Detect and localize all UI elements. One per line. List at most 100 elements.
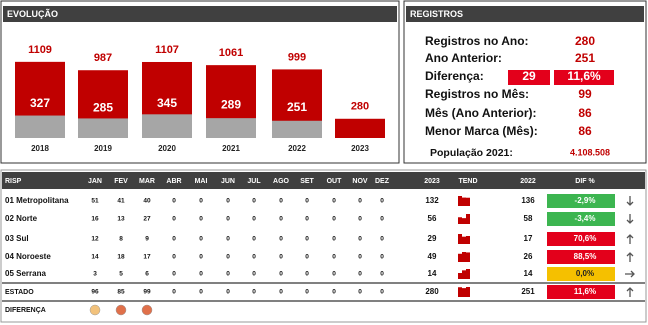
month-value: 8 [119, 236, 123, 243]
trend-bar [462, 252, 466, 262]
month-value: 0 [305, 271, 309, 278]
column-header: JAN [88, 178, 102, 185]
month-value: 0 [358, 198, 362, 205]
column-header: FEV [114, 178, 128, 185]
registro-label: Mês (Ano Anterior): [425, 106, 537, 120]
month-value: 0 [358, 216, 362, 223]
month-value: 0 [172, 198, 176, 205]
trend-bar [458, 196, 462, 206]
registros-header [406, 6, 644, 22]
bar-label: 251 [287, 100, 307, 114]
bar-label: 1109 [28, 44, 52, 56]
month-value: 0 [332, 289, 336, 296]
column-header: 2023 [424, 178, 440, 185]
bar-label: 280 [351, 101, 369, 113]
diff-dot [115, 304, 127, 316]
bar [272, 120, 322, 138]
dif-cell [547, 194, 615, 208]
bar-label: 1061 [219, 47, 243, 59]
registros-panel [403, 0, 647, 164]
dif-cell [547, 267, 615, 281]
month-value: 9 [145, 236, 149, 243]
month-value: 0 [380, 198, 384, 205]
column-header: AGO [273, 178, 290, 185]
registro-label: Ano Anterior: [425, 51, 502, 65]
row-name: 03 Sul [5, 234, 29, 243]
month-value: 0 [380, 289, 384, 296]
column-header: TEND [458, 178, 477, 185]
table-panel [0, 169, 647, 323]
month-value: 0 [199, 271, 203, 278]
month-value: 0 [199, 216, 203, 223]
trend-bar [466, 214, 470, 224]
dif-cell [547, 232, 615, 246]
bar [78, 118, 128, 138]
bar [15, 115, 65, 138]
month-value: 0 [252, 254, 256, 261]
registro-label: Registros no Ano: [425, 34, 529, 48]
registro-value: 280 [575, 34, 595, 48]
value-2022: 26 [524, 252, 533, 261]
month-value: 40 [143, 198, 151, 205]
month-value: 0 [305, 198, 309, 205]
month-value: 0 [380, 216, 384, 223]
trend-bar [466, 252, 470, 262]
month-value: 0 [172, 271, 176, 278]
bar [142, 114, 192, 138]
month-value: 0 [172, 216, 176, 223]
row-name: 01 Metropolitana [5, 196, 69, 205]
value-2023: 49 [428, 252, 437, 261]
column-header: MAR [139, 178, 155, 185]
evolucao-header [3, 6, 397, 22]
column-header: OUT [327, 178, 343, 185]
trend-arrow [626, 252, 634, 262]
trend-bar [466, 197, 470, 206]
registro-label: Registros no Mês: [425, 87, 529, 101]
registro-value: 86 [578, 124, 592, 138]
dif-value: 0,0% [576, 269, 594, 278]
bar [206, 118, 256, 138]
month-value: 0 [279, 254, 283, 261]
trend-bar [462, 197, 466, 206]
diff-dot [89, 304, 101, 316]
month-value: 0 [279, 289, 283, 296]
month-value: 0 [226, 236, 230, 243]
month-value: 0 [358, 271, 362, 278]
value-2023: 56 [428, 214, 437, 223]
trend-arrow [626, 287, 634, 297]
trend-bar [458, 253, 462, 262]
dif-cell [547, 212, 615, 226]
table-header [2, 172, 645, 189]
row-name: DIFERENÇA [5, 307, 46, 314]
trend-bar [462, 270, 466, 279]
month-value: 3 [93, 271, 97, 278]
column-header: DEZ [375, 178, 390, 185]
month-value: 0 [305, 236, 309, 243]
bar-label: 987 [94, 52, 112, 64]
trend-bar [458, 273, 462, 279]
trend-bar [458, 234, 462, 244]
registro-value: 251 [575, 51, 595, 65]
dif-value: -3,4% [575, 214, 596, 223]
column-header: RISP [5, 178, 22, 185]
x-tick-label: 2021 [222, 144, 240, 153]
month-value: 0 [172, 254, 176, 261]
column-header: MAI [195, 178, 208, 185]
month-value: 0 [279, 271, 283, 278]
x-tick-label: 2022 [288, 144, 306, 153]
dif-value: 11,6% [574, 287, 596, 296]
month-value: 0 [252, 289, 256, 296]
dif-value: 88,5% [574, 252, 597, 261]
month-value: 0 [172, 289, 176, 296]
month-value: 0 [226, 289, 230, 296]
value-2023: 29 [428, 234, 437, 243]
registro-value: 99 [578, 87, 592, 101]
month-value: 0 [226, 254, 230, 261]
month-value: 0 [305, 216, 309, 223]
trend-bar [466, 287, 470, 297]
row-name: 05 Serrana [5, 269, 46, 278]
value-2022: 58 [524, 214, 533, 223]
column-header: SET [300, 178, 314, 185]
month-value: 0 [332, 271, 336, 278]
column-header: JUN [221, 178, 235, 185]
